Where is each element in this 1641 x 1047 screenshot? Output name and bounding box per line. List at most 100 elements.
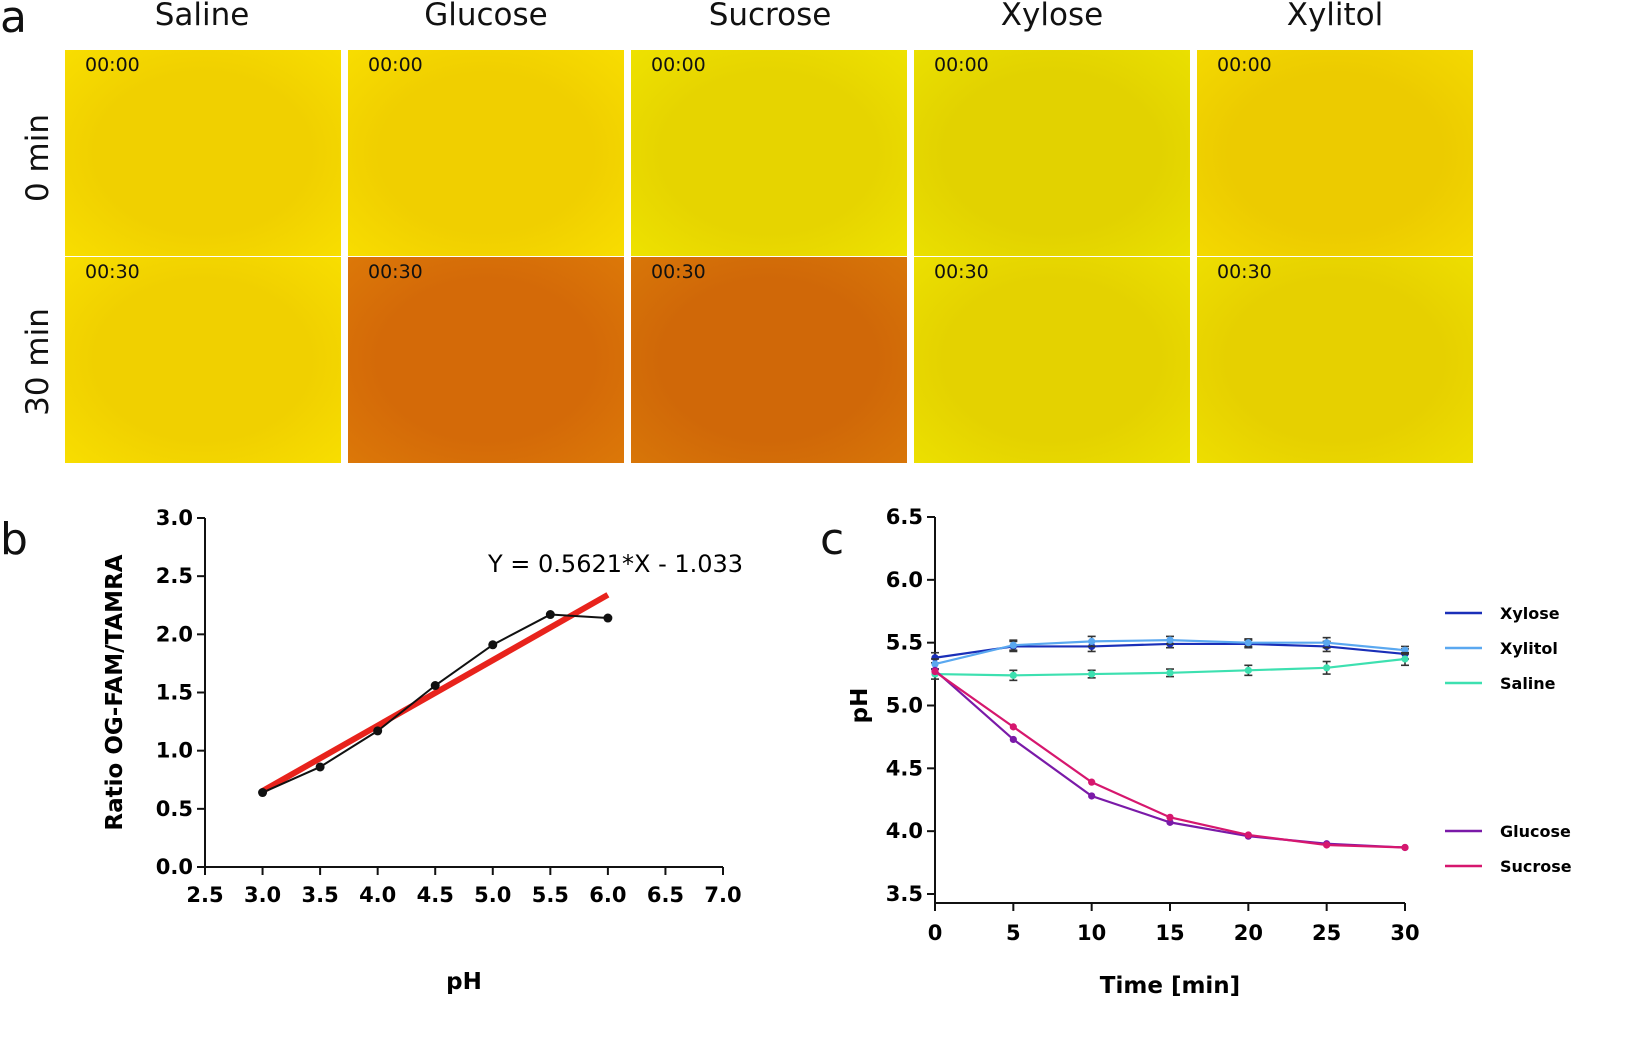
regression-equation: Y = 0.5621*X - 1.033: [487, 550, 743, 578]
y-tick-label: 4.0: [886, 819, 923, 843]
timestamp-label: 00:00: [85, 54, 140, 76]
x-tick-label: 25: [1312, 921, 1341, 945]
column-label-sucrose: Sucrose: [708, 0, 832, 33]
data-point: [1166, 813, 1174, 821]
y-tick-label: 0.5: [156, 797, 193, 821]
x-axis-label: Time [min]: [1100, 973, 1240, 999]
y-tick-label: 6.5: [886, 505, 923, 529]
vignette: [631, 50, 907, 256]
data-point: [1009, 735, 1017, 744]
data-point: [1166, 636, 1174, 644]
y-tick-label: 3.5: [886, 882, 923, 906]
legend-label: Sucrose: [1500, 857, 1572, 876]
x-axis-label: pH: [446, 969, 482, 995]
y-tick-label: 2.5: [156, 564, 193, 588]
microscopy-tile: 00:30: [1197, 257, 1473, 463]
timestamp-label: 00:30: [1217, 261, 1272, 283]
legend-label: Saline: [1500, 674, 1556, 693]
microscopy-tile: 00:30: [631, 257, 907, 463]
data-point: [373, 726, 383, 736]
data-point: [931, 660, 939, 668]
x-tick-label: 4.5: [417, 883, 454, 907]
panel-c-letter: c: [820, 514, 845, 565]
data-point: [1244, 666, 1252, 674]
column-label-xylitol: Xylitol: [1286, 0, 1384, 33]
legend-label: Xylose: [1500, 604, 1560, 623]
vignette: [348, 257, 624, 463]
y-tick-label: 5.5: [886, 631, 923, 655]
x-tick-label: 30: [1390, 921, 1419, 945]
x-tick-label: 0: [928, 921, 943, 945]
legend-label: Xylitol: [1500, 639, 1558, 658]
row-label-0-min: 0 min: [20, 113, 56, 203]
timestamp-label: 00:30: [85, 261, 140, 283]
timestamp-label: 00:30: [934, 261, 989, 283]
microscopy-tile: 00:30: [65, 257, 341, 463]
x-tick-label: 10: [1077, 921, 1106, 945]
column-label-saline: Saline: [154, 0, 250, 33]
timestamp-label: 00:00: [651, 54, 706, 76]
data-point: [1088, 637, 1096, 646]
data-point: [1323, 664, 1331, 672]
column-label-xylose: Xylose: [1000, 0, 1104, 33]
x-tick-label: 5.0: [474, 883, 511, 907]
panel-b-letter: b: [0, 514, 28, 565]
x-tick-label: 2.5: [186, 883, 223, 907]
microscopy-tile: 00:00: [631, 50, 907, 256]
x-tick-label: 6.0: [589, 883, 626, 907]
timestamp-label: 00:00: [368, 54, 423, 76]
y-tick-label: 0.0: [156, 855, 193, 879]
microscopy-tile: 00:00: [914, 50, 1190, 256]
row-label-30-min: 30 min: [20, 308, 56, 416]
legend-label: Glucose: [1500, 822, 1571, 841]
panel-a-letter: a: [0, 0, 27, 43]
microscopy-tile: 00:30: [914, 257, 1190, 463]
y-tick-label: 6.0: [886, 568, 923, 592]
data-point: [1088, 778, 1096, 786]
x-tick-label: 4.0: [359, 883, 396, 907]
data-point: [1323, 841, 1331, 849]
vignette: [914, 257, 1190, 463]
data-point: [1009, 671, 1017, 679]
microscopy-tile: 00:30: [348, 257, 624, 463]
timestamp-label: 00:00: [1217, 54, 1272, 76]
y-tick-label: 4.5: [886, 756, 923, 780]
x-tick-label: 20: [1234, 921, 1263, 945]
vignette: [1197, 50, 1473, 256]
data-point: [603, 613, 613, 623]
data-point: [1088, 670, 1096, 678]
data-point: [1244, 831, 1252, 839]
calibration-chart: 0.0 0.5 1.0 1.5 2.0 2.5 3.0 2.5 3.0 3.5 4.0 4.5 5.0 5…: [102, 506, 743, 995]
timestamp-label: 00:30: [368, 261, 423, 283]
data-point: [258, 788, 268, 798]
y-tick-label: 1.0: [156, 739, 193, 763]
data-point: [1244, 639, 1252, 647]
y-tick-label: 5.0: [886, 694, 923, 718]
microscopy-tile: 00:00: [1197, 50, 1473, 256]
data-point: [1401, 843, 1409, 852]
microscopy-tile: 00:00: [65, 50, 341, 256]
x-tick-label: 6.5: [647, 883, 684, 907]
column-label-glucose: Glucose: [424, 0, 548, 33]
y-tick-label: 3.0: [156, 506, 193, 530]
timestamp-label: 00:30: [651, 261, 706, 283]
x-tick-label: 5: [1006, 921, 1021, 945]
vignette: [1197, 257, 1473, 463]
vignette: [65, 50, 341, 256]
data-point: [545, 610, 555, 620]
regression-line: [261, 592, 610, 794]
y-axis-label: pH: [847, 688, 873, 724]
data-point: [488, 640, 498, 650]
vignette: [914, 50, 1190, 256]
vignette: [65, 257, 341, 463]
data-point: [1009, 723, 1017, 731]
data-series-line: [262, 613, 608, 794]
y-tick-label: 2.0: [156, 622, 193, 646]
vignette: [348, 50, 624, 256]
ph-time-chart: 3.5 4.0 4.5 5.0 5.5 6.0 6.5 0 5 10 15 20 25 30 Time [m…: [847, 505, 1572, 999]
y-axis-label: Ratio OG-FAM/TAMRA: [102, 554, 128, 830]
data-point: [1166, 818, 1174, 826]
data-point: [1401, 655, 1409, 663]
x-tick-label: 7.0: [704, 883, 741, 907]
x-tick-label: 5.5: [532, 883, 569, 907]
